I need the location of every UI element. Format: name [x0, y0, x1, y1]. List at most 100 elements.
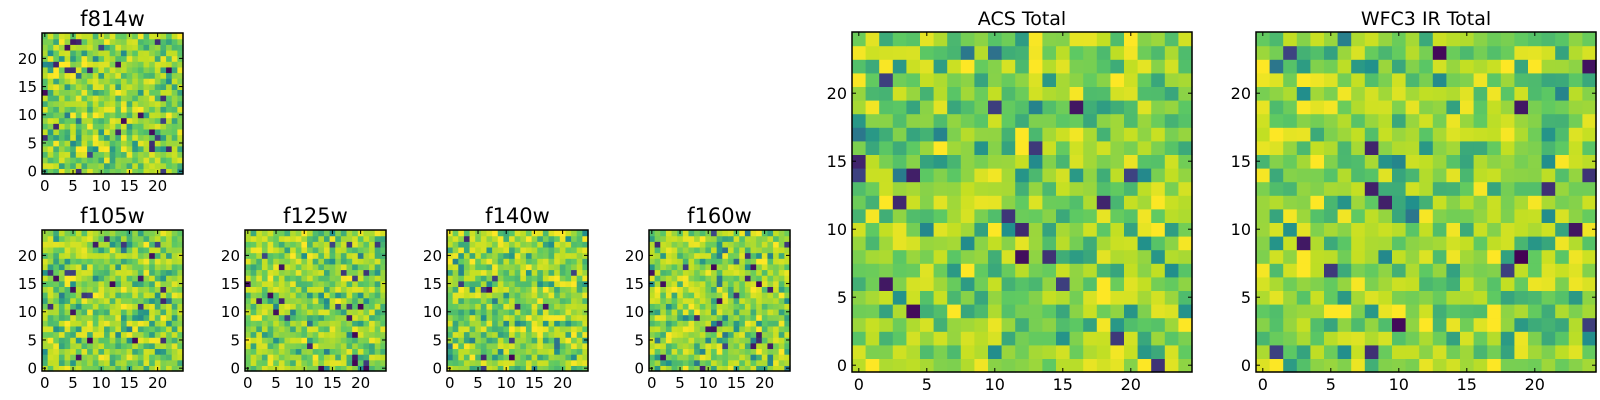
heatmap-cell: [278, 269, 286, 276]
heatmap-cell: [374, 320, 381, 327]
heatmap-cell: [1178, 113, 1193, 128]
heatmap-cell: [1042, 72, 1057, 87]
heatmap-cell: [352, 331, 359, 338]
heatmap-cell: [1514, 290, 1529, 305]
heatmap-cell: [323, 241, 331, 248]
heatmap-cell: [447, 354, 454, 361]
heatmap-cell: [126, 55, 133, 62]
heatmap-cell: [469, 359, 476, 366]
heatmap-cell: [70, 78, 77, 85]
heatmap-cell: [250, 359, 257, 366]
heatmap-cell: [250, 286, 257, 293]
heatmap-cell: [53, 235, 60, 242]
heatmap-cell: [458, 258, 465, 265]
heatmap-cell: [363, 286, 370, 293]
heatmap-cell: [582, 359, 589, 366]
heatmap-cell: [1337, 208, 1352, 223]
heatmap-cell: [171, 348, 178, 355]
heatmap-cell: [677, 286, 684, 293]
heatmap-cell: [75, 66, 83, 74]
heatmap-cell: [120, 83, 128, 90]
heatmap-cell: [1392, 304, 1407, 319]
heatmap-cell: [160, 359, 167, 366]
heatmap-cell: [154, 61, 162, 68]
heatmap-cell: [149, 337, 156, 344]
heatmap-cell: [352, 235, 359, 242]
heatmap-cell: [81, 325, 88, 333]
heatmap-cell: [784, 241, 791, 248]
heatmap-cell: [933, 263, 948, 278]
heatmap-cell: [132, 44, 139, 51]
heatmap-cell: [694, 308, 701, 316]
heatmap-cell: [571, 258, 578, 265]
heatmap-cell: [307, 342, 314, 350]
heatmap-cell: [750, 280, 757, 287]
heatmap-cell: [497, 314, 504, 321]
heatmap-cell: [171, 33, 178, 40]
heatmap-cell: [565, 348, 572, 355]
heatmap-cell: [1001, 127, 1016, 142]
heatmap-cell: [92, 354, 99, 361]
heatmap-cell: [352, 337, 359, 344]
heatmap-cell: [42, 263, 49, 271]
heatmap-cell: [784, 230, 791, 237]
heatmap-cell: [120, 331, 128, 338]
heatmap-cell: [1528, 358, 1543, 373]
heatmap-cell: [58, 230, 66, 237]
heatmap-cell: [137, 314, 145, 321]
heatmap-cell: [64, 66, 71, 74]
heatmap-cell: [1096, 344, 1111, 359]
heatmap-cell: [137, 140, 145, 147]
heatmap-cell: [1405, 276, 1420, 291]
heatmap-cell: [688, 230, 695, 237]
heatmap-cell: [70, 106, 77, 113]
heatmap-cell: [137, 331, 145, 338]
heatmap-cell: [582, 292, 589, 299]
heatmap-cell: [369, 235, 376, 242]
heatmap-cell: [688, 342, 695, 350]
heatmap-cell: [865, 304, 880, 319]
heatmap-cell: [81, 168, 88, 175]
heatmap-cell: [520, 258, 527, 265]
heatmap-cell: [960, 304, 975, 319]
heatmap-cell: [767, 292, 774, 299]
heatmap-cell: [497, 308, 504, 316]
heatmap-cell: [1296, 195, 1311, 210]
heatmap-cell: [525, 297, 533, 304]
heatmap-cell: [537, 235, 544, 242]
heatmap-cell: [166, 258, 173, 265]
heatmap-cell: [104, 61, 111, 68]
heatmap-cell: [1568, 290, 1583, 305]
heatmap-cell: [1164, 45, 1179, 60]
heatmap-cell: [688, 325, 695, 333]
heatmap-cell: [352, 308, 359, 316]
heatmap-cell: [1056, 59, 1071, 74]
heatmap-cell: [733, 320, 740, 327]
heatmap-cell: [509, 235, 516, 242]
heatmap-cell: [109, 145, 116, 153]
heatmap-cell: [104, 151, 111, 158]
heatmap-cell: [250, 303, 257, 310]
heatmap-cell: [469, 297, 476, 304]
heatmap-cell: [70, 117, 77, 124]
heatmap-cell: [542, 359, 550, 366]
heatmap-cell: [988, 290, 1003, 305]
heatmap-cell: [295, 230, 302, 237]
heatmap-cell: [149, 292, 156, 299]
heatmap-cell: [778, 280, 785, 287]
heatmap-cell: [879, 45, 894, 60]
heatmap-cell: [865, 140, 880, 155]
heatmap-cell: [126, 337, 133, 344]
heatmap-cell: [75, 111, 83, 119]
heatmap-cell: [1568, 168, 1583, 183]
heatmap-cell: [318, 348, 325, 355]
heatmap-cell: [711, 269, 718, 276]
heatmap-cell: [1178, 304, 1193, 319]
heatmap-cell: [1405, 100, 1420, 115]
heatmap-cell: [458, 348, 465, 355]
heatmap-cell: [1514, 358, 1529, 373]
heatmap-cell: [1364, 45, 1379, 60]
heatmap-cell: [92, 78, 99, 85]
heatmap-cell: [312, 286, 319, 293]
heatmap-cell: [290, 297, 297, 304]
